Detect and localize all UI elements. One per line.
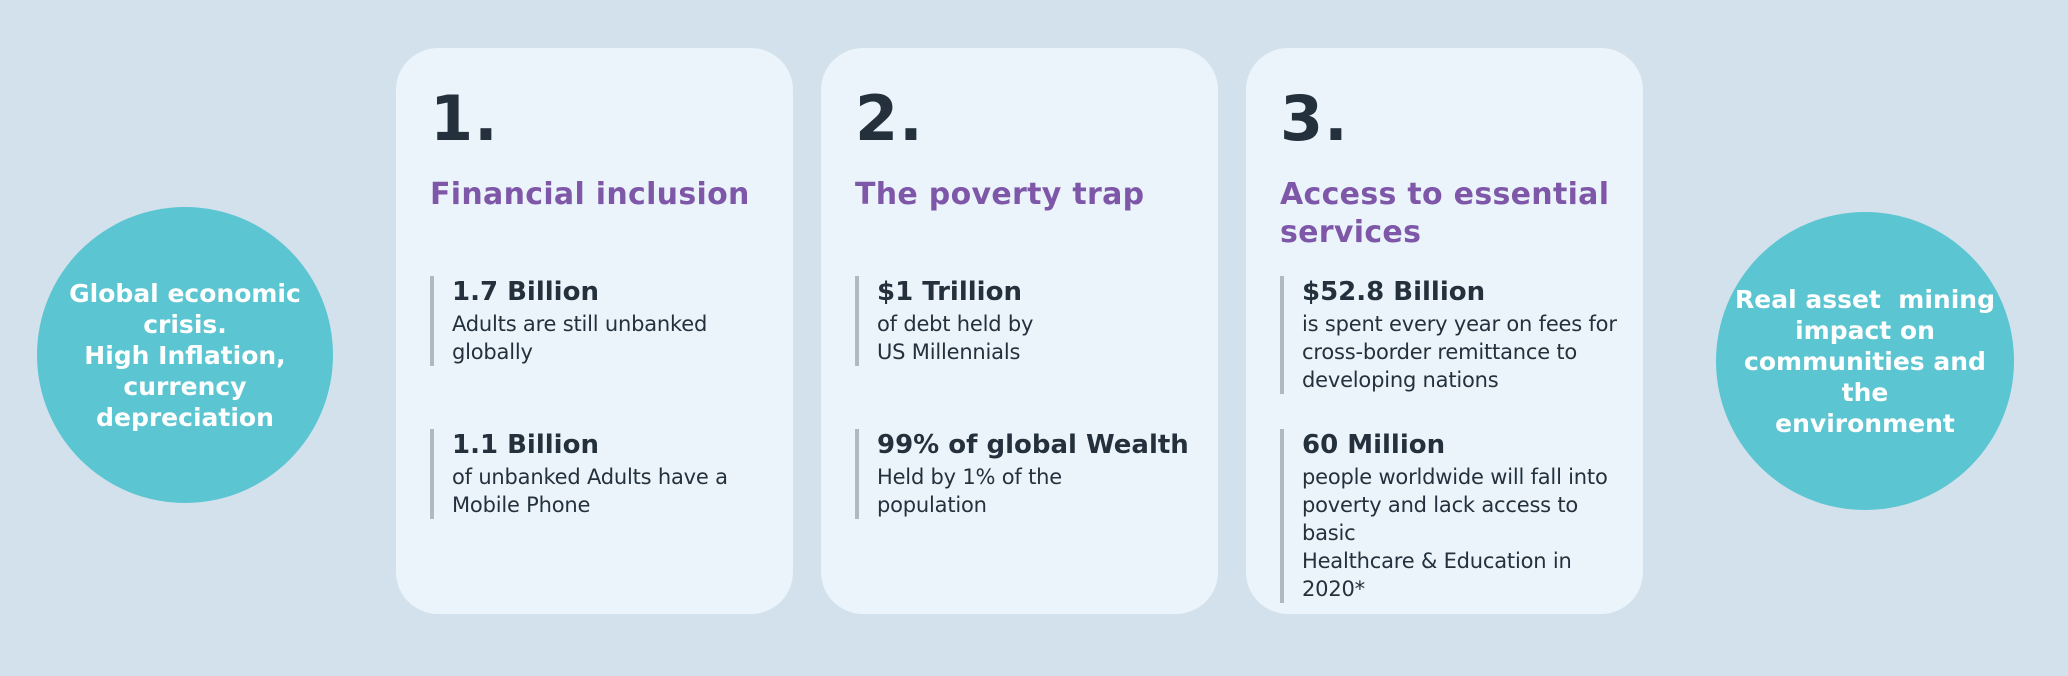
stat-item: 1.7 Billion Adults are still unbanked gl… (430, 276, 773, 367)
stat-value: 1.1 Billion (452, 430, 599, 460)
stat-value: 60 Million (1302, 430, 1446, 460)
right-context-circle: Real asset mining impact on communities … (1716, 212, 2014, 510)
card-essential-services: 3. Access to essential services $52.8 Bi… (1246, 48, 1643, 614)
stat-item: 99% of global Wealth Held by 1% of the p… (855, 429, 1198, 520)
stat-item: 1.1 Billion of unbanked Adults have a Mo… (430, 429, 773, 520)
stat-value: 1.7 Billion (452, 277, 599, 307)
stat-item: 60 Million people worldwide will fall in… (1280, 429, 1623, 604)
stat-description: Held by 1% of the population (877, 464, 1062, 517)
card-number: 2. (855, 82, 924, 155)
stat-description: Adults are still unbanked globally (452, 311, 708, 364)
left-context-circle: Global economic crisis. High Inflation, … (37, 207, 333, 503)
right-circle-text: Real asset mining impact on communities … (1735, 284, 1995, 438)
stat-description: of unbanked Adults have a Mobile Phone (452, 464, 728, 517)
stat-slot: 1.7 Billion Adults are still unbanked gl… (430, 276, 773, 429)
stat-description: of debt held by US Millennials (877, 311, 1034, 364)
left-circle-text: Global economic crisis. High Inflation, … (69, 278, 301, 432)
card-title: The poverty trap (855, 177, 1145, 212)
card-poverty-trap: 2. The poverty trap $1 Trillion of debt … (821, 48, 1218, 614)
stat-description: people worldwide will fall into poverty … (1302, 464, 1608, 602)
card-title: Financial inclusion (430, 177, 750, 212)
stat-value: $1 Trillion (877, 277, 1022, 307)
stat-item: $1 Trillion of debt held by US Millennia… (855, 276, 1198, 367)
stat-slot: $52.8 Billion is spent every year on fee… (1280, 276, 1623, 429)
card-number: 1. (430, 82, 499, 155)
stat-value: $52.8 Billion (1302, 277, 1486, 307)
stat-item: $52.8 Billion is spent every year on fee… (1280, 276, 1623, 395)
card-number: 3. (1280, 82, 1349, 155)
card-financial-inclusion: 1. Financial inclusion 1.7 Billion Adult… (396, 48, 793, 614)
card-title: Access to essential services (1280, 177, 1610, 250)
stat-value: 99% of global Wealth (877, 430, 1189, 460)
stat-cards-row: 1. Financial inclusion 1.7 Billion Adult… (396, 48, 1643, 614)
stat-slot: $1 Trillion of debt held by US Millennia… (855, 276, 1198, 429)
stat-description: is spent every year on fees for cross-bo… (1302, 311, 1617, 393)
